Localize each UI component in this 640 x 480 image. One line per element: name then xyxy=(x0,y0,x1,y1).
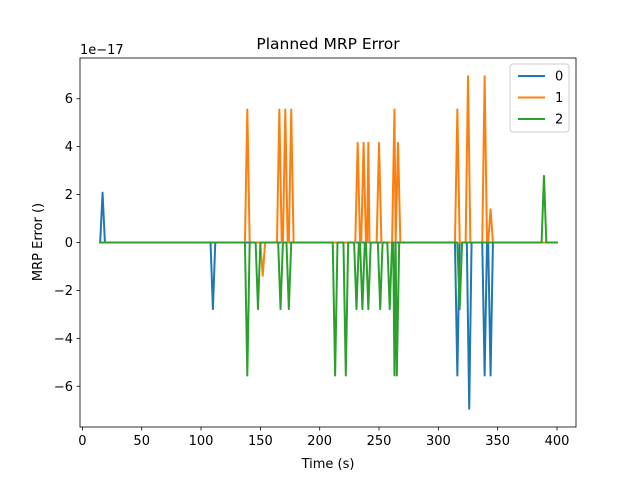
chart-title: Planned MRP Error xyxy=(256,35,400,53)
y-tick-label: 6 xyxy=(65,92,73,107)
x-tick-label: 250 xyxy=(367,434,392,449)
x-axis: 0 50 100 150 200 250 300 350 400 xyxy=(78,427,569,449)
x-tick-label: 0 xyxy=(78,434,86,449)
series-line-2 xyxy=(99,174,559,377)
x-tick-label: 400 xyxy=(545,434,570,449)
y-tick-label: −4 xyxy=(54,332,73,347)
y-tick-label: −6 xyxy=(54,380,73,395)
y-axis: −6 −4 −2 0 2 4 6 xyxy=(54,92,80,395)
x-tick-label: 350 xyxy=(485,434,510,449)
legend-label-2: 2 xyxy=(555,113,563,128)
y-offset-label: 1e−17 xyxy=(80,43,124,58)
legend-label-0: 0 xyxy=(555,70,563,85)
legend-label-1: 1 xyxy=(555,91,563,106)
legend: 0 1 2 xyxy=(509,63,570,133)
plot-frame xyxy=(79,57,577,428)
y-tick-label: 0 xyxy=(65,236,73,251)
x-tick-label: 200 xyxy=(307,434,332,449)
y-axis-label: MRP Error () xyxy=(31,203,46,281)
x-tick-label: 300 xyxy=(426,434,451,449)
series-line-1 xyxy=(99,75,559,277)
x-tick-label: 150 xyxy=(248,434,273,449)
x-tick-label: 50 xyxy=(133,434,150,449)
x-tick-label: 100 xyxy=(189,434,214,449)
y-tick-label: −2 xyxy=(54,284,73,299)
y-tick-label: 4 xyxy=(65,140,73,155)
plot-area xyxy=(99,75,559,410)
y-tick-label: 2 xyxy=(65,188,73,203)
x-axis-label: Time (s) xyxy=(301,457,355,472)
